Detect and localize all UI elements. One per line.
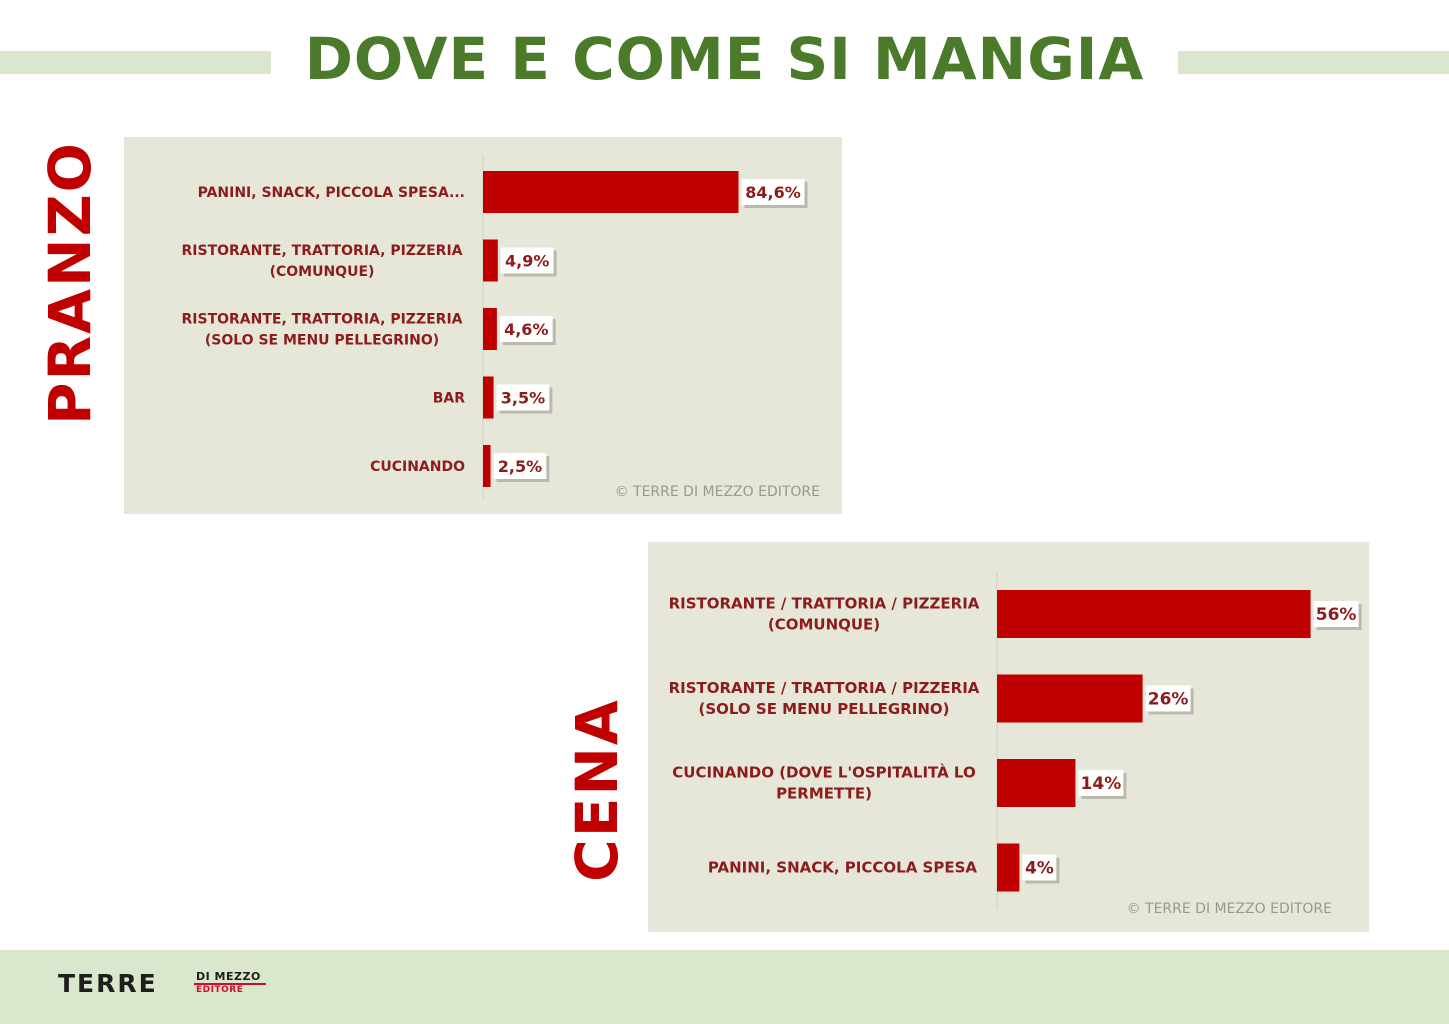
title-band-right bbox=[1161, 51, 1449, 74]
cena-data-label: 4% bbox=[1025, 859, 1054, 879]
pranzo-category-label: CUCINANDO bbox=[370, 459, 465, 475]
pranzo-data-label-box bbox=[493, 453, 547, 479]
cena-category-label: (COMUNQUE) bbox=[768, 616, 880, 634]
pranzo-data-label-box bbox=[496, 384, 550, 411]
publisher-logo-top: DI MEZZO bbox=[196, 970, 261, 983]
pranzo-category-label: BAR bbox=[433, 391, 466, 407]
pranzo-category-label: (SOLO SE MENU PELLEGRINO) bbox=[205, 333, 439, 349]
cena-bar bbox=[997, 843, 1020, 892]
cena-bar bbox=[997, 674, 1143, 723]
pranzo-data-label: 4,9% bbox=[505, 252, 549, 271]
pranzo-chart-title: PRANZO bbox=[36, 141, 104, 425]
page-title: DOVE E COME SI MANGIA bbox=[0, 22, 1449, 96]
cena-data-label-box bbox=[1022, 854, 1057, 881]
publisher-logo-bottom: EDITORE bbox=[196, 985, 244, 995]
publisher-logo: TERRE bbox=[58, 969, 158, 998]
pranzo-category-label: (COMUNQUE) bbox=[270, 264, 375, 280]
cena-bar-chart: 56% RISTORANTE / TRATTORIA / PIZZERIA (COM… bbox=[669, 572, 1362, 917]
cena-data-label: 26% bbox=[1148, 690, 1189, 710]
publisher-logo-rule bbox=[194, 983, 266, 985]
title-band-left bbox=[0, 51, 297, 74]
pranzo-bar bbox=[483, 376, 494, 419]
cena-category-label: CUCINANDO (DOVE L'OSPITALITÀ LO bbox=[672, 763, 975, 782]
cena-data-label-box bbox=[1145, 685, 1191, 712]
pranzo-data-label-box bbox=[500, 247, 554, 274]
pranzo-category-label: RISTORANTE, TRATTORIA, PIZZERIA bbox=[182, 312, 463, 328]
cena-source-note: © TERRE DI MEZZO EDITORE bbox=[1127, 901, 1332, 917]
pranzo-data-label-box bbox=[741, 179, 805, 205]
cena-category-label: RISTORANTE / TRATTORIA / PIZZERIA bbox=[669, 679, 980, 697]
cena-data-label: 14% bbox=[1081, 774, 1122, 794]
pranzo-bar bbox=[483, 308, 497, 350]
cena-bar bbox=[997, 590, 1311, 638]
cena-category-label: (SOLO SE MENU PELLEGRINO) bbox=[698, 700, 949, 718]
pranzo-bar bbox=[483, 239, 498, 282]
cena-data-label-box bbox=[1313, 601, 1359, 627]
cena-data-label-box bbox=[1078, 770, 1124, 796]
pranzo-source-note: © TERRE DI MEZZO EDITORE bbox=[615, 484, 820, 500]
pranzo-data-label: 84,6% bbox=[745, 183, 801, 202]
pranzo-bar-chart: 84,6% PANINI, SNACK, PICCOLA SPESA... 4,9%… bbox=[182, 155, 820, 500]
pranzo-bar bbox=[483, 171, 739, 213]
cena-category-label: RISTORANTE / TRATTORIA / PIZZERIA bbox=[669, 595, 980, 613]
pranzo-data-label: 4,6% bbox=[504, 320, 548, 339]
pranzo-data-label: 3,5% bbox=[501, 389, 545, 408]
pranzo-category-label: RISTORANTE, TRATTORIA, PIZZERIA bbox=[182, 243, 463, 259]
footer-band bbox=[0, 950, 1449, 1024]
pranzo-data-label-box bbox=[499, 316, 553, 342]
cena-category-label: PERMETTE) bbox=[776, 785, 872, 803]
cena-data-label: 56% bbox=[1316, 605, 1357, 625]
cena-chart-title: CENA bbox=[563, 698, 631, 882]
pranzo-category-label: PANINI, SNACK, PICCOLA SPESA... bbox=[198, 185, 465, 201]
cena-bar bbox=[997, 759, 1076, 807]
pranzo-data-label: 2,5% bbox=[498, 457, 542, 476]
cena-category-label: PANINI, SNACK, PICCOLA SPESA bbox=[708, 859, 978, 877]
pranzo-bar bbox=[483, 445, 491, 487]
